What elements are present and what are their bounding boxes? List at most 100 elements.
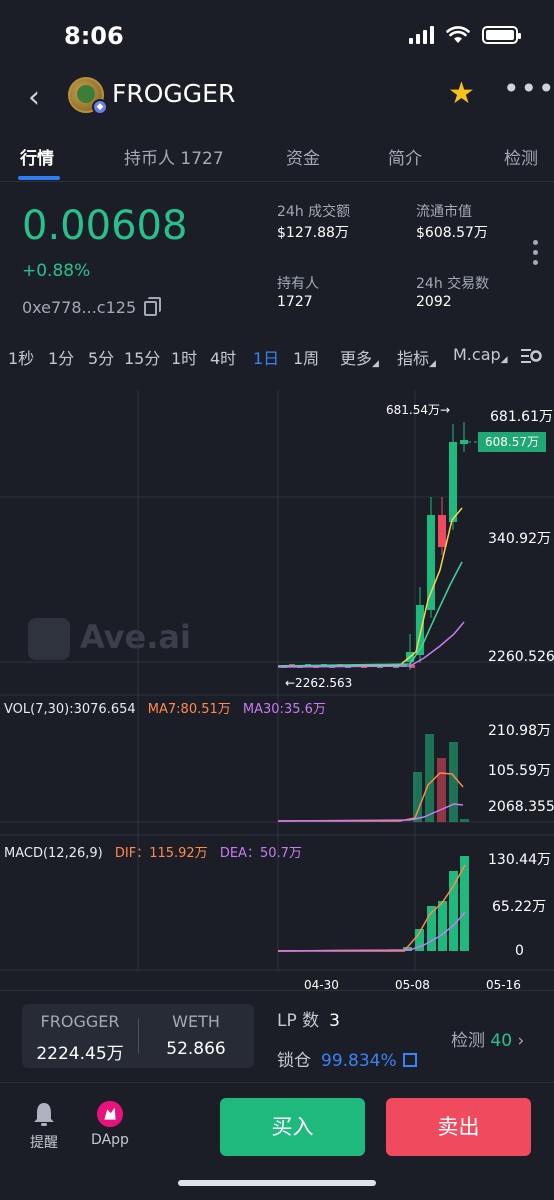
- lp-value: 3: [329, 1011, 340, 1031]
- volume-ma30: MA30:35.6万: [242, 702, 326, 717]
- price-change: +0.88%: [22, 261, 91, 281]
- wifi-icon: [446, 26, 470, 43]
- macd-dif: DIF：115.92万: [114, 846, 208, 861]
- stat-mcap-label: 流通市值: [416, 204, 472, 220]
- volume-legend: VOL(7,30):3076.654 MA7:80.51万 MA30:35.6万: [4, 698, 334, 717]
- stat-volume-value: $127.88万: [277, 225, 349, 241]
- detect-link[interactable]: 检测 40 ›: [451, 1026, 524, 1051]
- status-bar: 8:06: [0, 0, 554, 70]
- indicator-menu[interactable]: 指标◢: [397, 345, 436, 369]
- interval-1s[interactable]: 1秒: [8, 349, 35, 368]
- stat-holders-label: 持有人: [277, 276, 319, 292]
- lp-label: LP 数: [277, 1011, 320, 1031]
- sell-button[interactable]: 卖出: [386, 1098, 531, 1156]
- chart-settings-icon[interactable]: [520, 346, 542, 366]
- back-chevron-icon[interactable]: ‹: [28, 80, 40, 115]
- candle: [427, 515, 435, 610]
- macd-bar: [438, 901, 447, 951]
- lock-info[interactable]: 锁仓 99.834%: [277, 1046, 417, 1071]
- stat-trades-value: 2092: [416, 294, 452, 310]
- date-label-0508: 05-08: [395, 978, 430, 992]
- macd-bar: [403, 947, 412, 951]
- tab-holders[interactable]: 持币人 1727: [124, 149, 224, 169]
- lock-value: 99.834%: [321, 1051, 397, 1071]
- low-marker: ←2262.563: [285, 676, 353, 690]
- macd-bar: [415, 929, 424, 951]
- ave-logo-icon: [28, 618, 70, 660]
- more-menu-icon[interactable]: •••: [503, 72, 554, 105]
- chart-canvas: [0, 390, 554, 971]
- lp-count: LP 数 3: [277, 1006, 340, 1031]
- interval-1m[interactable]: 1分: [48, 349, 75, 368]
- candle: [416, 605, 424, 655]
- volume-ma7: MA7:80.51万: [147, 702, 231, 717]
- contract-address[interactable]: 0xe778...c125: [22, 297, 162, 317]
- macd-axis-high: 130.44万: [488, 852, 551, 868]
- high-marker: 681.54万→: [386, 403, 451, 417]
- stats-more-icon[interactable]: [533, 240, 539, 270]
- interval-4h[interactable]: 4时: [210, 349, 237, 368]
- mcap-toggle[interactable]: M.cap◢: [453, 345, 508, 365]
- dapp-label: DApp: [91, 1132, 129, 1148]
- interval-more-label: 更多: [340, 349, 373, 368]
- macd-label: MACD(12,26,9): [4, 846, 103, 861]
- dropdown-triangle-icon: ◢: [500, 355, 508, 365]
- dapp-button[interactable]: DApp: [80, 1100, 140, 1148]
- chevron-right-icon: ›: [517, 1031, 525, 1051]
- interval-selector: 1秒 1分 5分 15分 1时 4时 1日 1周 更多◢ 指标◢ M.cap◢: [0, 345, 554, 371]
- tab-intro[interactable]: 简介: [388, 149, 422, 169]
- volume-axis-mid: 105.59万: [488, 763, 551, 779]
- kline-chart[interactable]: Ave.ai 681.61万 340.92万 2260.526 608.57万 …: [0, 390, 554, 992]
- cellular-signal-icon: [409, 26, 434, 44]
- volume-ma30-line: [277, 803, 464, 822]
- tab-funds[interactable]: 资金: [286, 149, 320, 169]
- macd-bar: [427, 906, 436, 951]
- pair-token-b: WETH 52.866: [138, 1004, 254, 1059]
- token-name: FROGGER: [112, 79, 236, 108]
- current-price-tag: 608.57万: [478, 432, 546, 452]
- watermark-text: Ave.ai: [80, 618, 191, 656]
- volume-bar: [413, 772, 422, 822]
- interval-1d[interactable]: 1日: [253, 349, 280, 368]
- date-label-0516: 05-16: [486, 978, 521, 992]
- volume-bar: [449, 742, 458, 822]
- tab-check[interactable]: 检测: [504, 149, 538, 169]
- bell-icon: [34, 1103, 54, 1126]
- ma60-line: [277, 621, 465, 668]
- dropdown-triangle-icon: ◢: [372, 359, 379, 369]
- buy-button[interactable]: 买入: [220, 1098, 365, 1156]
- volume-label: VOL(7,30):3076.654: [4, 702, 136, 717]
- alert-button[interactable]: 提醒: [14, 1100, 74, 1152]
- favorite-star-icon[interactable]: ★: [448, 76, 475, 111]
- macd-axis-mid: 65.22万: [492, 899, 547, 915]
- frog-logo-icon: [77, 85, 95, 103]
- macd-dea: DEA：50.7万: [219, 846, 302, 861]
- contract-address-text: 0xe778...c125: [22, 298, 137, 317]
- active-tab-indicator: [18, 176, 60, 180]
- stat-trades-label: 24h 交易数: [416, 276, 490, 292]
- interval-1w[interactable]: 1周: [293, 349, 320, 368]
- interval-15m[interactable]: 15分: [124, 349, 161, 368]
- price-axis-low: 2260.526: [488, 649, 554, 665]
- status-icons: [409, 26, 521, 44]
- volume-axis-high: 210.98万: [488, 723, 551, 739]
- pair-divider: [138, 1018, 139, 1054]
- watermark: Ave.ai: [28, 618, 191, 660]
- external-link-icon[interactable]: [402, 1053, 417, 1067]
- tab-bar: 行情 持币人 1727 资金 简介 检测: [0, 140, 554, 182]
- token-b-symbol: WETH: [172, 1012, 220, 1031]
- detect-label: 检测: [451, 1031, 485, 1051]
- tab-market[interactable]: 行情: [20, 149, 54, 169]
- battery-icon: [482, 26, 521, 44]
- stat-mcap-value: $608.57万: [416, 225, 488, 241]
- candle: [449, 442, 457, 522]
- dropdown-triangle-icon: ◢: [429, 359, 436, 369]
- lock-label: 锁仓: [277, 1051, 311, 1071]
- interval-1h[interactable]: 1时: [171, 349, 198, 368]
- stat-volume-label: 24h 成交额: [277, 204, 351, 220]
- interval-more[interactable]: 更多◢: [340, 345, 379, 369]
- interval-5m[interactable]: 5分: [88, 349, 115, 368]
- copy-icon[interactable]: [144, 297, 162, 316]
- token-a-amount: 2224.45万: [36, 1044, 124, 1064]
- ethereum-chain-icon: ◆: [92, 99, 108, 115]
